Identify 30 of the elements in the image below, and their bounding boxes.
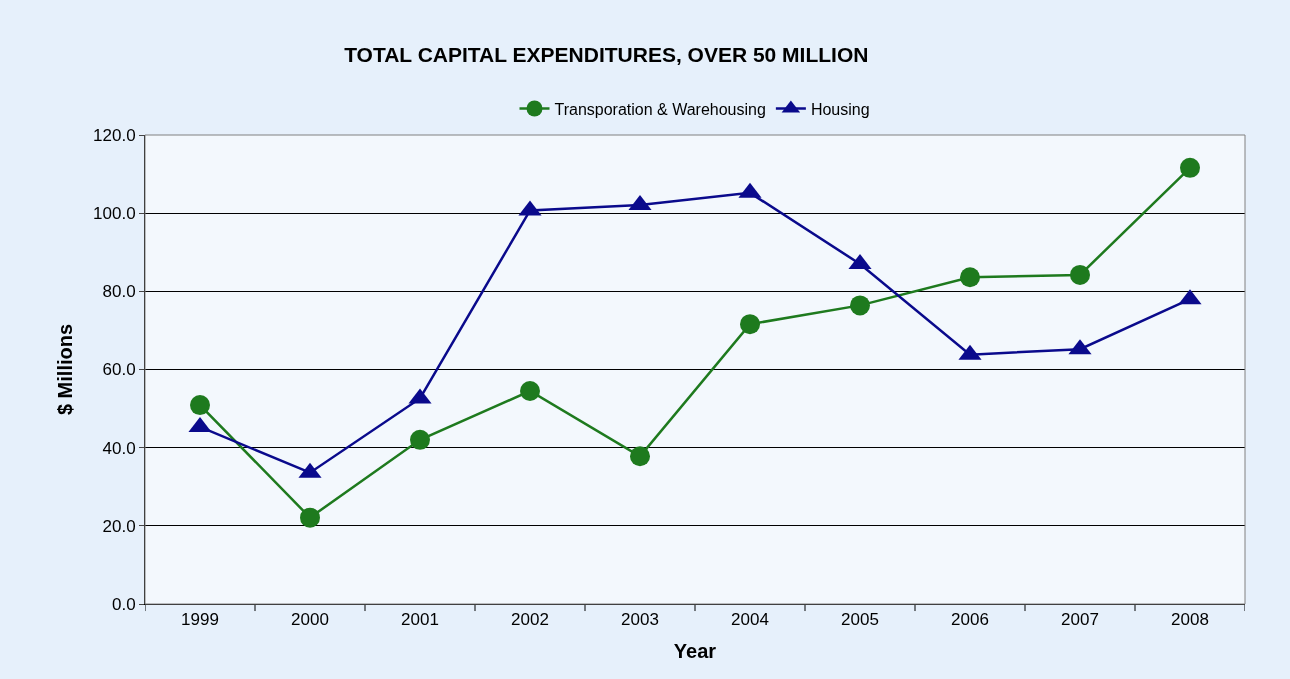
x-tick-label: 2000	[291, 610, 329, 630]
x-tick-label: 2007	[1061, 610, 1099, 630]
legend-label: Transporation & Warehousing	[554, 100, 766, 118]
y-tick-label: 120.0	[93, 125, 136, 145]
y-tick-label: 100.0	[93, 204, 136, 224]
point	[740, 314, 760, 335]
point	[300, 507, 320, 528]
point	[190, 395, 210, 416]
x-tick-label: 2002	[511, 610, 549, 630]
x-tick-label: 2003	[621, 610, 659, 630]
x-tick-label: 1999	[181, 610, 219, 630]
y-tick-label: 0.0	[111, 594, 136, 614]
x-tick-label: 2008	[1171, 610, 1209, 630]
x-tick-label: 2004	[731, 610, 769, 630]
y-tick-label: 40.0	[102, 438, 136, 458]
x-tick-label: 2006	[951, 610, 989, 630]
point	[410, 429, 430, 450]
point	[1070, 264, 1090, 285]
y-tick-label: 60.0	[102, 360, 136, 380]
point	[630, 446, 650, 467]
y-tick-label: 80.0	[102, 282, 136, 302]
point	[850, 295, 870, 316]
y-axis-title: $ Millions	[53, 323, 76, 416]
x-axis-title: Year	[673, 639, 717, 662]
y-tick-label: 20.0	[102, 516, 136, 536]
x-tick-label: 2005	[841, 610, 879, 630]
chart-title: TOTAL CAPITAL EXPENDITURES, OVER 50 MILLION	[344, 43, 869, 67]
x-tick-label: 2001	[401, 610, 439, 630]
legend-label: Housing	[810, 100, 870, 118]
point	[520, 381, 540, 401]
